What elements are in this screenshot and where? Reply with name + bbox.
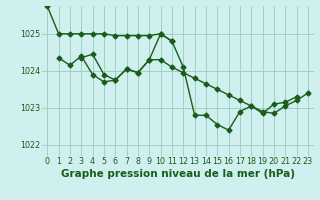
X-axis label: Graphe pression niveau de la mer (hPa): Graphe pression niveau de la mer (hPa) — [60, 169, 295, 179]
